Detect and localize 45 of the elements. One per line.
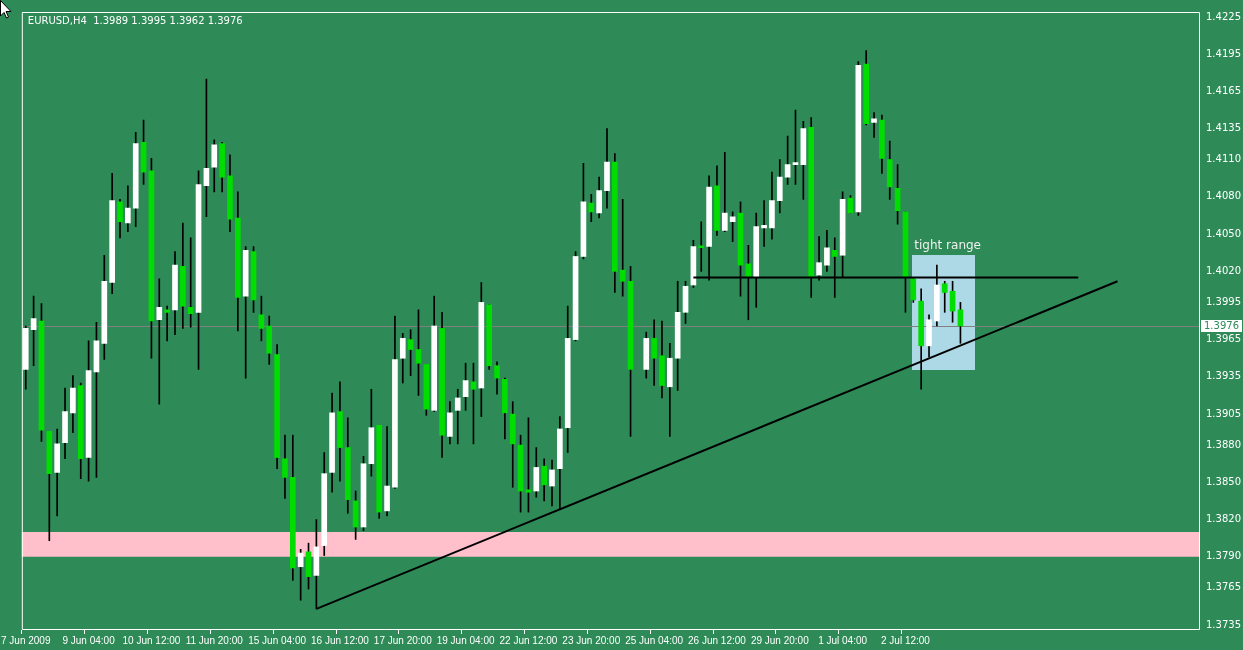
annotation: tight range [914,238,981,253]
x-tick-label: 25 Jun 04:00 [625,634,684,646]
y-tick-label: 1.4020 [1206,264,1241,276]
x-tick-label: 22 Jun 12:00 [499,634,558,646]
x-tick-label: 16 Jun 12:00 [311,634,370,646]
x-tick-label: 2 Jul 12:00 [880,634,931,646]
y-tick-label: 1.4165 [1206,85,1241,97]
y-tick-label: 1.3965 [1206,333,1241,345]
y-tick-label: 1.4080 [1206,190,1241,202]
y-tick-label: 1.3790 [1206,550,1241,562]
y-tick-label: 1.3935 [1206,370,1241,382]
x-tick-label: 10 Jun 12:00 [122,634,181,646]
candlestick [619,199,626,297]
x-tick-label: 11 Jun 20:00 [185,634,244,646]
y-tick-label: 1.3765 [1206,581,1241,593]
y-tick-label: 1.4225 [1206,10,1241,22]
candlestick [721,151,728,232]
x-tick-label: 17 Jun 20:00 [373,634,433,646]
x-tick-label: 1 Jul 04:00 [818,634,868,646]
candlestick [156,278,163,405]
y-tick-label: 1.3905 [1206,407,1241,419]
y-tick-label: 1.3880 [1206,438,1241,450]
x-tick-label: 23 Jun 20:00 [562,634,621,646]
y-tick-label: 1.3820 [1206,513,1241,525]
x-tick-label: 15 Jun 04:00 [248,634,307,646]
candlestick [871,112,877,138]
x-tick-label: 9 Jun 04:00 [62,634,116,646]
y-tick-label: 1.4135 [1206,122,1241,134]
y-tick-label: 1.3735 [1206,618,1241,630]
y-tick-label: 1.4195 [1206,47,1241,59]
candlestick [698,221,705,272]
candlestick [187,237,194,328]
x-tick-label: 19 Jun 04:00 [436,634,495,646]
candlestick [454,388,461,445]
y-tick-label: 1.3995 [1206,295,1241,307]
y-tick-label: 1.3850 [1206,475,1241,487]
candlestick [761,200,767,247]
y-tick-label: 1.4110 [1206,153,1241,165]
x-tick-label: 29 Jun 20:00 [750,634,810,646]
chart-title: EURUSD,H4 1.3989 1.3995 1.3962 1.3976 [27,14,243,26]
x-tick-label: 7 Jun 2009 [1,634,51,646]
candlestick [164,305,170,342]
x-tick-label: 26 Jun 12:00 [688,634,747,646]
y-tick-label: 1.4050 [1206,227,1241,239]
ref-line-label: 1.3976 [1204,319,1239,331]
